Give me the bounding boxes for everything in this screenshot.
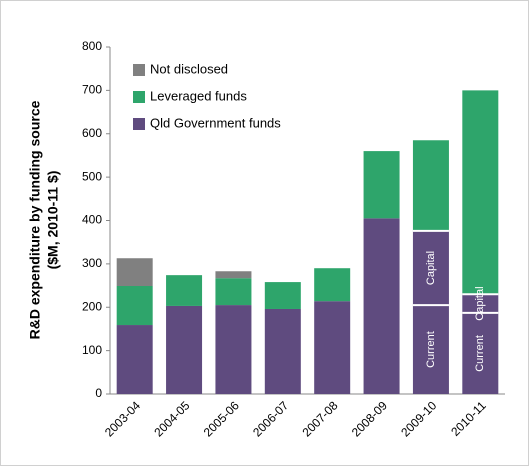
- y-tick-label: 100: [82, 343, 102, 357]
- bar-segment: [412, 230, 449, 394]
- bar-segment: [264, 282, 301, 309]
- bar-segment: [314, 268, 351, 302]
- bar-segment: [116, 258, 153, 286]
- segment-label: Current: [474, 335, 486, 372]
- y-tick-label: 400: [82, 213, 102, 227]
- y-tick-label: 800: [82, 39, 102, 53]
- legend-swatch: [133, 64, 145, 76]
- legend-label: Leveraged funds: [150, 88, 247, 103]
- bar-segment: [116, 325, 153, 394]
- bar-segment: [215, 271, 252, 279]
- y-tick-label: 0: [95, 386, 102, 400]
- legend-label: Not disclosed: [150, 61, 228, 76]
- y-tick-label: 500: [82, 169, 102, 183]
- y-tick-label: 300: [82, 256, 102, 270]
- legend-swatch: [133, 91, 145, 103]
- segment-label: Capital: [425, 251, 437, 285]
- y-tick-label: 600: [82, 126, 102, 140]
- y-tick-label: 200: [82, 299, 102, 313]
- bar-segment: [116, 285, 153, 326]
- segment-label: Current: [425, 331, 437, 368]
- legend-label: Qld Government funds: [150, 115, 281, 130]
- bar-segment: [215, 278, 252, 306]
- y-axis-label: ($M, 2010-11 $): [45, 171, 61, 270]
- bar-segment: [215, 305, 252, 394]
- bar-segment: [462, 90, 499, 295]
- legend-swatch: [133, 118, 145, 130]
- bar-segment: [412, 140, 449, 231]
- bar-segment: [166, 305, 203, 394]
- bar-segment: [314, 301, 351, 394]
- bar-segment: [363, 218, 400, 394]
- bar-segment: [363, 151, 400, 219]
- bar-segment: [462, 294, 499, 394]
- segment-label: Capital: [474, 286, 486, 320]
- bar-segment: [166, 275, 203, 306]
- y-axis-label: R&D expenditure by funding source: [27, 100, 43, 339]
- bar-segment: [264, 308, 301, 394]
- y-tick-label: 700: [82, 83, 102, 97]
